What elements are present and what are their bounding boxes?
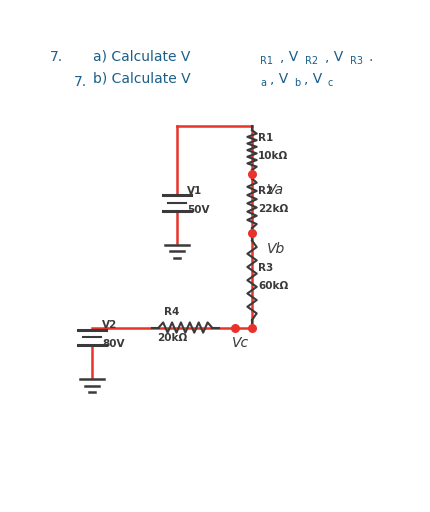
Text: a) Calculate V: a) Calculate V <box>93 50 190 64</box>
Text: 50V: 50V <box>187 205 209 216</box>
Text: b: b <box>294 78 300 88</box>
Text: , V: , V <box>325 50 343 64</box>
Text: Vc: Vc <box>232 336 249 350</box>
Text: R3: R3 <box>350 56 363 66</box>
Text: 22kΩ: 22kΩ <box>258 204 288 214</box>
Text: a: a <box>260 78 266 88</box>
Text: R1: R1 <box>258 133 273 143</box>
Text: 20kΩ: 20kΩ <box>157 333 187 344</box>
Text: R3: R3 <box>258 263 273 273</box>
Text: Va: Va <box>267 183 284 197</box>
Text: 10kΩ: 10kΩ <box>258 151 288 161</box>
Text: V1: V1 <box>187 186 202 196</box>
Point <box>232 324 239 332</box>
Text: R4: R4 <box>164 307 180 316</box>
Text: , V: , V <box>280 50 298 64</box>
Point <box>249 229 255 237</box>
Point <box>249 324 255 332</box>
Text: b) Calculate V: b) Calculate V <box>93 72 190 86</box>
Text: c: c <box>328 78 333 88</box>
Text: 7.: 7. <box>50 50 63 64</box>
Text: 80V: 80V <box>102 339 125 349</box>
Text: , V: , V <box>270 72 288 86</box>
Text: 60kΩ: 60kΩ <box>258 281 288 291</box>
Text: , V: , V <box>304 72 322 86</box>
Point <box>249 169 255 178</box>
Text: V2: V2 <box>102 321 117 330</box>
Text: .: . <box>368 50 372 64</box>
Text: R2: R2 <box>258 186 273 196</box>
Text: Vb: Vb <box>267 242 285 255</box>
Text: R1: R1 <box>260 56 273 66</box>
Text: R2: R2 <box>305 56 318 66</box>
Text: 7.: 7. <box>74 75 87 89</box>
